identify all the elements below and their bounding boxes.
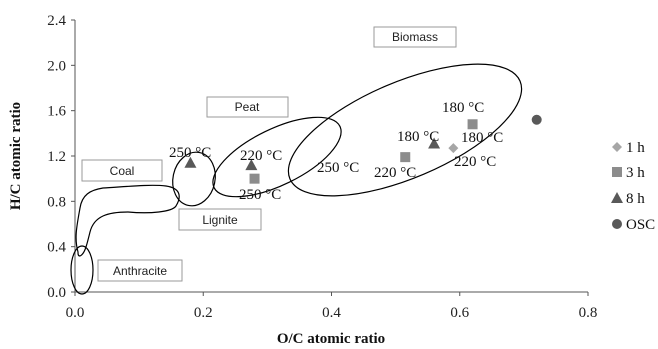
svg-text:Lignite: Lignite — [202, 213, 238, 227]
biomass-region — [287, 63, 523, 197]
legend-marker-diamond — [612, 142, 622, 152]
annotation: 250 °C — [317, 160, 359, 176]
annotation: 180 °C — [397, 129, 439, 145]
anthracite-label: Anthracite — [97, 259, 183, 282]
x-tick-label: 0.0 — [66, 305, 85, 321]
annotations: 250 °C 220 °C 250 °C 250 °C 220 °C 180 °… — [169, 100, 503, 203]
y-tick-label: 1.6 — [47, 104, 66, 120]
legend-marker-triangle — [611, 192, 623, 203]
lignite-region — [172, 151, 216, 207]
data-point-square — [249, 173, 260, 184]
y-tick-label: 1.2 — [47, 149, 66, 165]
data-point-diamond — [448, 143, 459, 154]
svg-text:Peat: Peat — [235, 100, 260, 114]
y-tick-label: 0.0 — [47, 285, 66, 301]
svg-text:Biomass: Biomass — [392, 30, 438, 44]
legend: 1 h 3 h 8 h OSC — [611, 140, 655, 233]
annotation: 220 °C — [240, 148, 282, 164]
data-points — [184, 114, 542, 184]
coal-label: Coal — [81, 159, 163, 182]
x-axis-title: O/C atomic ratio — [277, 331, 385, 347]
y-tick-label: 2.0 — [47, 58, 66, 74]
data-point-triangle — [245, 159, 258, 171]
y-tick-label: 2.4 — [47, 13, 66, 29]
svg-text:Anthracite: Anthracite — [113, 264, 167, 278]
annotation: 220 °C — [454, 154, 496, 170]
x-tick-label: 0.6 — [450, 305, 469, 321]
y-tick-label: 0.4 — [47, 240, 66, 256]
coal-region — [75, 184, 180, 257]
anthracite-region — [70, 245, 94, 295]
legend-marker-square — [612, 167, 622, 177]
data-point-triangle — [184, 156, 197, 168]
regions — [70, 63, 523, 295]
annotation: 250 °C — [169, 145, 211, 161]
y-axis-title: H/C atomic ratio — [8, 102, 24, 210]
legend-label: 1 h — [626, 140, 645, 156]
peat-label: Peat — [206, 96, 289, 118]
y-tick-label: 0.8 — [47, 194, 66, 210]
legend-marker-circle — [612, 219, 622, 229]
biomass-label: Biomass — [373, 26, 457, 48]
svg-text:Coal: Coal — [110, 164, 135, 178]
axes — [74, 20, 588, 293]
region-labels: Biomass Peat Coal Lignite Anthracite — [81, 26, 457, 282]
x-tick-label: 0.4 — [322, 305, 341, 321]
annotation: 180 °C — [461, 130, 503, 146]
legend-label: 3 h — [626, 165, 645, 181]
data-point-square — [400, 152, 411, 163]
data-point-triangle — [428, 137, 441, 149]
annotation: 250 °C — [239, 187, 281, 203]
x-tick-label: 0.8 — [579, 305, 598, 321]
annotation: 220 °C — [374, 165, 416, 181]
peat-region — [212, 116, 342, 198]
y-ticks: 0.0 0.4 0.8 1.2 1.6 2.0 2.4 — [47, 13, 75, 301]
lignite-label: Lignite — [178, 208, 262, 231]
x-tick-label: 0.2 — [194, 305, 213, 321]
legend-label: 8 h — [626, 191, 645, 207]
x-ticks: 0.0 0.2 0.4 0.6 0.8 — [66, 292, 598, 321]
data-point-circle — [531, 114, 542, 125]
annotation: 180 °C — [442, 100, 484, 116]
legend-label: OSC — [626, 217, 655, 233]
data-point-square — [467, 119, 478, 130]
